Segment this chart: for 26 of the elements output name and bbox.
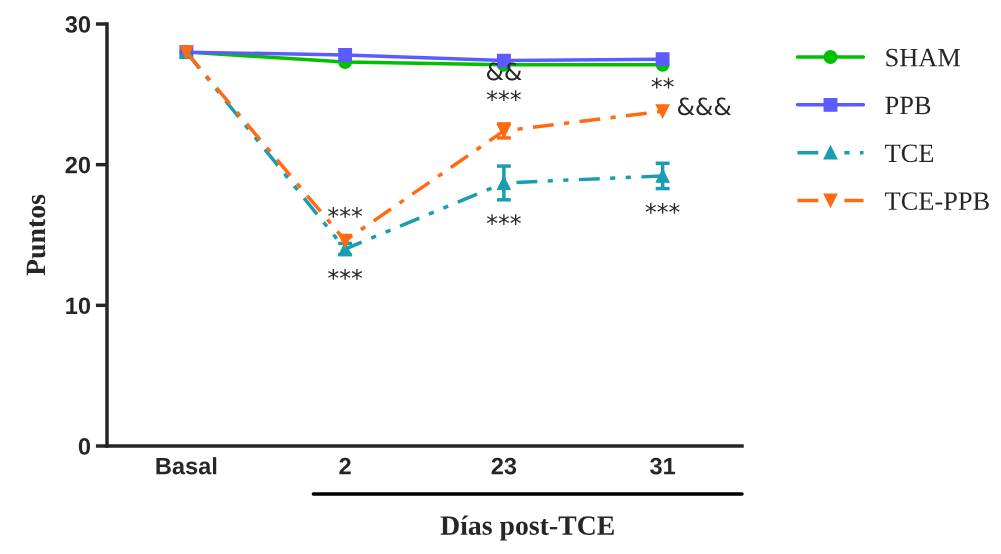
annotation: *** bbox=[486, 90, 521, 102]
annotation: ** bbox=[651, 77, 674, 89]
point bbox=[655, 52, 670, 67]
annotation: *** bbox=[486, 214, 521, 225]
x-tick-label: 2 bbox=[339, 457, 351, 475]
y-axis-title: Puntos bbox=[26, 194, 46, 276]
annotation: *** bbox=[328, 269, 363, 280]
legend-label: SHAM bbox=[886, 48, 961, 67]
annotation: *** bbox=[328, 207, 363, 218]
legend-label: TCE bbox=[885, 144, 934, 163]
point bbox=[338, 233, 353, 248]
x-axis-title: Días post-TCE bbox=[440, 515, 614, 541]
annotation: && bbox=[486, 62, 522, 81]
x-tick-label: 23 bbox=[491, 457, 517, 475]
x-tick-label: Basal bbox=[156, 457, 217, 475]
y-tick-label: 30 bbox=[65, 16, 91, 33]
legend-label: TCE-PPB bbox=[885, 192, 989, 211]
annotation: *** bbox=[645, 202, 680, 214]
y-tick-label: 10 bbox=[66, 297, 91, 315]
y-tick-label: 0 bbox=[78, 438, 91, 455]
annotation: &&& bbox=[678, 97, 732, 116]
point bbox=[338, 48, 353, 62]
y-tick-label: 20 bbox=[65, 156, 91, 174]
point bbox=[655, 104, 670, 119]
x-tick-label: 31 bbox=[650, 457, 676, 475]
legend-label: PPB bbox=[885, 96, 931, 115]
